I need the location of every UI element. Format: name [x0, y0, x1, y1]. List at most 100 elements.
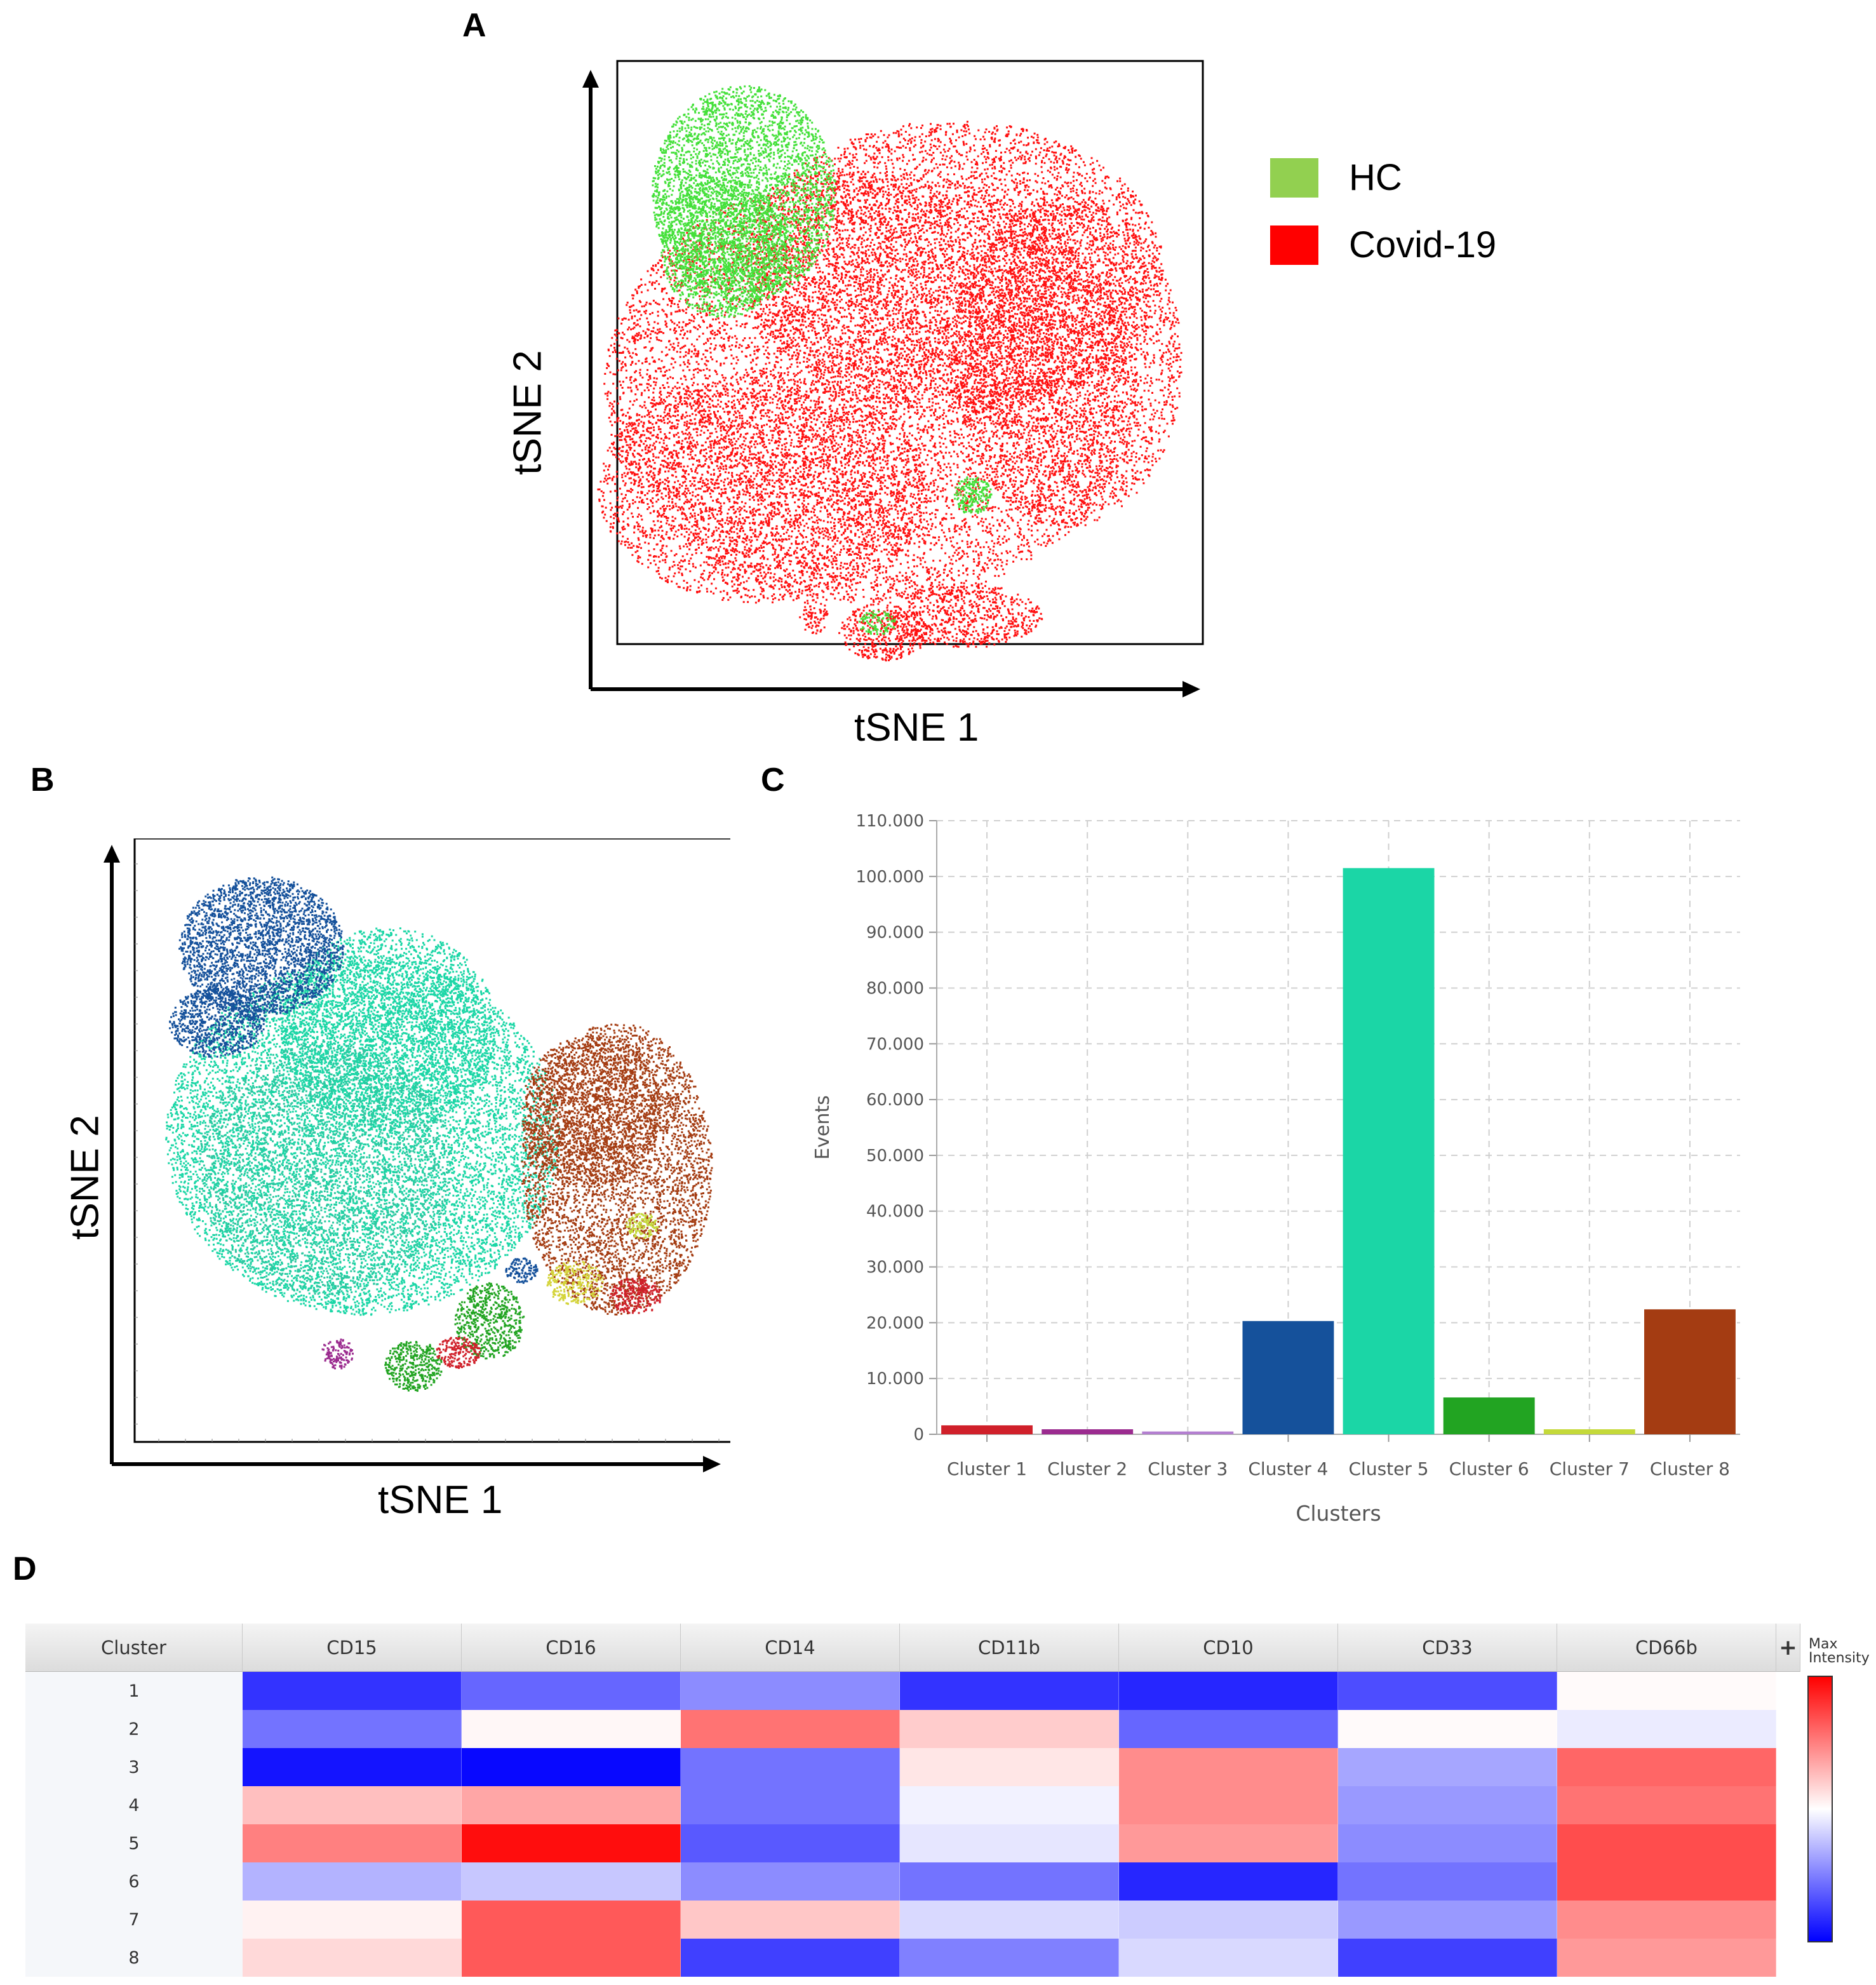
plot-a-frame	[616, 60, 1204, 645]
heatmap-column-header[interactable]: CD10	[1119, 1624, 1338, 1672]
y-tick-label: 60.000	[866, 1091, 924, 1110]
heatmap-cell	[900, 1824, 1119, 1862]
panel-a-label: A	[462, 7, 486, 44]
x-tick-label: Cluster 4	[1248, 1458, 1328, 1479]
legend-item-covid: Covid-19	[1270, 224, 1496, 266]
plot-a-ylabel: tSNE 2	[506, 350, 550, 475]
heatmap-cell	[900, 1748, 1119, 1786]
plot-a-y-arrow	[582, 70, 599, 88]
panel-d-label: D	[13, 1551, 37, 1587]
heatmap-row-label: 5	[25, 1824, 243, 1862]
heatmap-cell	[243, 1862, 462, 1901]
heatmap-cell	[1557, 1710, 1776, 1748]
plot-b-y-arrow	[104, 845, 120, 863]
heatmap-cell	[243, 1748, 462, 1786]
y-tick-label: 90.000	[866, 924, 924, 943]
heatmap-cell	[681, 1786, 900, 1824]
heatmap-column-header[interactable]: CD15	[243, 1624, 462, 1672]
heatmap-row-label: 1	[25, 1672, 243, 1710]
heatmap-cell	[681, 1672, 900, 1710]
heatmap-cell	[900, 1786, 1119, 1824]
bar-2	[1042, 1429, 1134, 1434]
heatmap-corner-header: Cluster	[25, 1624, 243, 1672]
heatmap-row-label: 8	[25, 1939, 243, 1977]
x-tick-label: Cluster 3	[1148, 1458, 1228, 1479]
heatmap-cell	[1338, 1901, 1557, 1939]
x-tick-label: Cluster 5	[1349, 1458, 1429, 1479]
plot-b-ylabel: tSNE 2	[63, 1115, 107, 1240]
heatmap-column-header[interactable]: CD16	[462, 1624, 681, 1672]
heatmap-cell	[1338, 1824, 1557, 1862]
bar-4	[1242, 1321, 1334, 1434]
legend-label-covid: Covid-19	[1349, 224, 1497, 266]
plot-b-points	[165, 876, 713, 1392]
heatmap-column-header[interactable]: CD66b	[1557, 1624, 1776, 1672]
heatmap-cell	[1557, 1672, 1776, 1710]
y-tick-label: 80.000	[866, 979, 924, 998]
heatmap-cell	[900, 1901, 1119, 1939]
heatmap-cell	[1557, 1824, 1776, 1862]
intensity-color-scale	[1807, 1676, 1833, 1942]
heatmap-column-header[interactable]: CD14	[681, 1624, 900, 1672]
heatmap-cell	[243, 1939, 462, 1977]
tsne-plot-a	[582, 60, 1204, 697]
heatmap-cell	[1119, 1824, 1338, 1862]
heatmap-cell	[681, 1901, 900, 1939]
x-tick-label: Cluster 6	[1449, 1458, 1529, 1479]
x-tick-label: Cluster 7	[1550, 1458, 1630, 1479]
legend-item-hc: HC	[1270, 156, 1402, 199]
y-tick-label: 70.000	[866, 1035, 924, 1054]
heatmap-cell	[681, 1824, 900, 1862]
heatmap-cell	[1338, 1748, 1557, 1786]
heatmap-cell	[243, 1672, 462, 1710]
bar-8	[1644, 1309, 1736, 1434]
heatmap-cell	[462, 1862, 681, 1901]
heatmap-column-header[interactable]: CD11b	[900, 1624, 1119, 1672]
heatmap-cell	[462, 1786, 681, 1824]
heatmap-cell	[681, 1939, 900, 1977]
plot-b-x-arrow	[703, 1456, 721, 1472]
plot-a-x-arrow	[1183, 681, 1200, 697]
heatmap-cell	[1557, 1901, 1776, 1939]
panel-c-label: C	[761, 762, 785, 798]
heatmap-row-label: 6	[25, 1862, 243, 1901]
legend-swatch-covid	[1270, 225, 1318, 265]
heatmap-cell	[1119, 1862, 1338, 1901]
bar-3	[1142, 1431, 1234, 1434]
heatmap-cell	[900, 1710, 1119, 1748]
add-column-button[interactable]: +	[1776, 1624, 1800, 1672]
heatmap-cell	[1119, 1901, 1338, 1939]
heatmap-cell	[462, 1939, 681, 1977]
heatmap-cell	[243, 1710, 462, 1748]
heatmap-cell	[462, 1824, 681, 1862]
legend-label-hc: HC	[1349, 157, 1402, 198]
x-axis-title: Clusters	[1296, 1501, 1381, 1526]
heatmap-cell	[1338, 1862, 1557, 1901]
heatmap-cell	[1338, 1786, 1557, 1824]
heatmap-cell	[681, 1710, 900, 1748]
heatmap-cell	[681, 1862, 900, 1901]
heatmap-cell	[1557, 1786, 1776, 1824]
heatmap-cell	[900, 1862, 1119, 1901]
heatmap-cell	[681, 1748, 900, 1786]
heatmap-column-header[interactable]: CD33	[1338, 1624, 1557, 1672]
heatmap-cell	[462, 1672, 681, 1710]
heatmap-cell	[462, 1901, 681, 1939]
heatmap-cell	[1557, 1862, 1776, 1901]
heatmap-cell	[1119, 1672, 1338, 1710]
y-tick-label: 40.000	[866, 1202, 924, 1221]
heatmap-row-label: 7	[25, 1901, 243, 1939]
x-tick-label: Cluster 8	[1650, 1458, 1730, 1479]
tsne-plot-b	[104, 838, 730, 1472]
y-tick-label: 100.000	[855, 868, 924, 887]
panel-b-label: B	[30, 762, 55, 798]
heatmap-cell	[1557, 1748, 1776, 1786]
heatmap-row-label: 3	[25, 1748, 243, 1786]
plot-b-ticks	[135, 863, 720, 1442]
bar-gridlines	[929, 820, 1740, 1435]
heatmap-cell	[243, 1786, 462, 1824]
y-tick-label: 20.000	[866, 1314, 924, 1333]
legend-swatch-hc	[1270, 158, 1318, 198]
intensity-scale-label: Max Intensity	[1809, 1636, 1870, 1666]
